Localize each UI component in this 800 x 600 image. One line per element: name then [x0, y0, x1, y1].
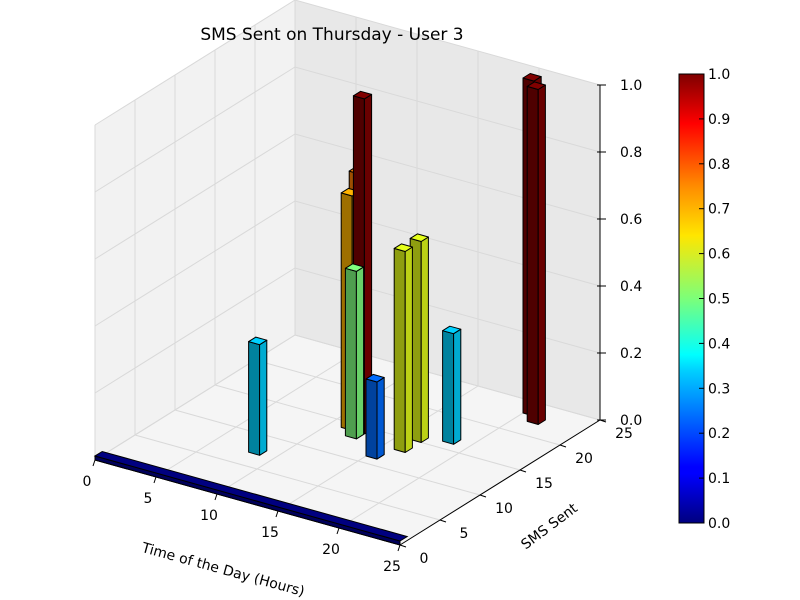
colorbar-tick-label: 0.1 — [708, 471, 730, 487]
baseline-top — [93, 450, 409, 542]
x-axis-label: Time of the Day (Hours) — [139, 540, 306, 600]
bar-top-face — [344, 263, 365, 272]
x-tick-mark — [153, 476, 157, 484]
bar-top-face — [526, 81, 546, 90]
x-tick-label: 0 — [83, 474, 92, 490]
bar-side-face — [537, 84, 546, 425]
y-tick-mark — [399, 544, 407, 548]
z-tick-label: 0.2 — [620, 346, 642, 362]
bar-front-face — [344, 267, 357, 440]
colorbar-tick-label: 1.0 — [708, 67, 730, 83]
grid-line-z — [94, 0, 601, 126]
baseline-bar-row — [93, 450, 409, 546]
x-tick-mark — [275, 510, 279, 518]
z-tick-label: 0.6 — [620, 212, 642, 228]
bar-top-face — [409, 233, 429, 242]
bar-front-face — [526, 85, 539, 425]
bar-top-face — [522, 73, 542, 82]
y-tick-label: 15 — [535, 476, 553, 492]
x-tick-label: 5 — [144, 491, 153, 507]
x-tick-label: 15 — [261, 525, 279, 541]
grid-line-z — [94, 133, 601, 260]
chart-title: SMS Sent on Thursday - User 3 — [200, 25, 463, 45]
y-tick-label: 5 — [460, 526, 469, 542]
bar — [526, 81, 546, 425]
bar-side-face — [259, 339, 268, 456]
y-tick-label: 25 — [615, 426, 633, 442]
bars-group — [93, 73, 546, 546]
z-tick-label: 1.0 — [620, 78, 642, 94]
colorbar-tick-label: 0.3 — [708, 381, 730, 397]
grid-line-z — [94, 334, 601, 461]
bar — [393, 243, 413, 453]
bar-top-face — [248, 336, 268, 346]
colorbar-tick-label: 0.8 — [708, 157, 730, 173]
x-tick-label: 25 — [383, 559, 401, 575]
x-tick-mark — [397, 544, 401, 552]
x-tick-label: 10 — [200, 508, 218, 524]
y-tick-label: 10 — [495, 501, 513, 517]
bar — [365, 373, 385, 460]
colorbar-tick-label: 0.7 — [708, 202, 730, 218]
bar-top-face — [393, 243, 413, 252]
colorbar-tick-label: 0.5 — [708, 292, 730, 308]
x-tick-label: 20 — [322, 542, 340, 558]
x-tick-mark — [214, 493, 218, 501]
x-tick-mark — [92, 459, 96, 467]
bar-side-face — [453, 328, 462, 445]
y-tick-label: 20 — [575, 451, 593, 467]
z-tick-label: 0.8 — [620, 145, 642, 161]
x-tick-mark — [336, 527, 340, 535]
y-tick-mark — [559, 444, 567, 448]
bar — [409, 233, 429, 443]
grid-line-z — [94, 267, 601, 394]
grid-line-y-floor — [134, 434, 441, 521]
y-axis-line — [399, 419, 601, 546]
y-tick-mark — [519, 469, 527, 473]
bar-side-face — [404, 246, 413, 453]
left-pane — [95, 0, 295, 460]
bar — [248, 336, 268, 456]
bar-front-face — [248, 341, 261, 456]
y-tick-mark — [479, 494, 487, 498]
y-axis-label: SMS Sent — [518, 500, 581, 553]
y-tick-label: 0 — [420, 551, 429, 567]
bar-side-face — [420, 236, 429, 443]
bar-front-face — [365, 378, 378, 460]
colorbar-tick-label: 0.2 — [708, 426, 730, 442]
colorbar-tick-label: 0.9 — [708, 112, 730, 128]
colorbar-tick-label: 0.4 — [708, 336, 730, 352]
grid-line-z — [94, 200, 601, 327]
bar-top-face — [352, 90, 373, 100]
colorbar-tick-label: 0.0 — [708, 516, 730, 532]
bar — [344, 263, 365, 440]
bar-top-face — [442, 325, 462, 335]
bar-front-face — [393, 247, 406, 453]
z-tick-label: 0.0 — [620, 413, 642, 429]
grid-line-y-floor — [174, 409, 481, 496]
y-tick-mark — [439, 519, 447, 523]
bar-top-face — [365, 373, 385, 383]
z-tick-label: 0.4 — [620, 279, 642, 295]
bar-side-face — [376, 377, 385, 460]
bar-side-face — [355, 266, 365, 440]
bar — [442, 325, 462, 445]
bar-front-face — [442, 330, 455, 445]
grid-line-z — [94, 66, 601, 193]
colorbar: 0.0 0.1 0.2 0.3 0.4 0.5 0.6 0.7 0.8 0.9 1.0 — [678, 67, 730, 532]
colorbar-tick-label: 0.6 — [708, 247, 730, 263]
